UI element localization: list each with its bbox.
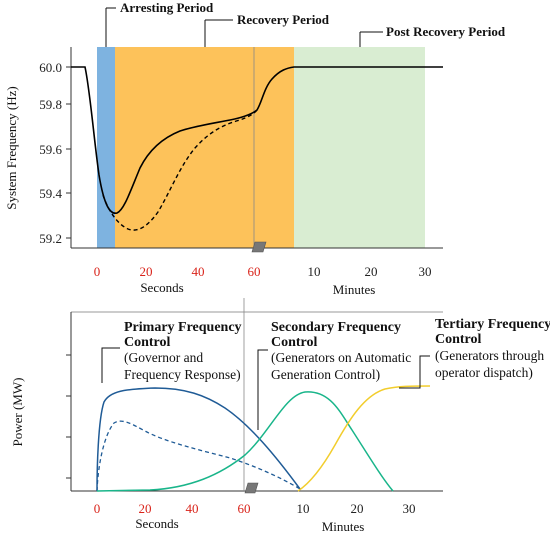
x-tick-seconds: 40 [186, 501, 199, 516]
y-axis-label: Power (MW) [10, 378, 25, 447]
secondary-control-curve [96, 391, 394, 492]
recovery-period-band [115, 47, 294, 248]
secondary-control-description: (Generators on Automatic [271, 350, 411, 365]
primary-control-title: Primary Frequency [124, 320, 242, 335]
y-tick-label: 59.8 [39, 97, 62, 112]
x-tick-seconds: 60 [238, 501, 251, 516]
y-tick-label: 60.0 [39, 60, 62, 75]
tertiary-control-title: Tertiary Frequency [435, 317, 550, 332]
secondary-control-title: Secondary Frequency [271, 320, 401, 335]
post-recovery-period-band [294, 47, 425, 248]
x-tick-seconds: 0 [94, 264, 101, 279]
y-axis-label: System Frequency (Hz) [4, 86, 19, 209]
x-tick-seconds: 60 [248, 264, 261, 279]
primary-control-description-line2: Frequency Response) [124, 367, 241, 382]
secondary-control-leader [257, 349, 268, 430]
secondary-control-description-line2: Generation Control) [271, 367, 380, 382]
x-tick-minutes: 30 [419, 264, 432, 279]
secondary-control-title-line2: Control [271, 335, 318, 350]
x-axis-label-minutes: Minutes [322, 519, 365, 534]
tertiary-control-description: (Generators through [435, 348, 544, 363]
x-tick-minutes: 10 [297, 501, 310, 516]
post-recovery-period-label: Post Recovery Period [386, 24, 506, 39]
x-tick-seconds: 40 [192, 264, 205, 279]
x-axis-label-seconds: Seconds [135, 516, 178, 531]
axis-break-marker [251, 241, 267, 253]
y-tick-label: 59.2 [39, 231, 62, 246]
x-axis-label-seconds: Seconds [140, 280, 183, 295]
primary-control-description: (Governor and [124, 350, 203, 365]
x-tick-seconds: 20 [140, 264, 153, 279]
x-tick-minutes: 10 [308, 264, 321, 279]
tertiary-control-curve [297, 385, 431, 492]
frequency-series-solid [71, 66, 443, 214]
frequency-chart: 60.0 59.8 59.6 59.4 59.2 System Frequenc… [4, 0, 506, 297]
x-axis-label-minutes: Minutes [333, 282, 376, 297]
tertiary-control-title-line2: Control [435, 332, 482, 347]
x-tick-minutes: 20 [351, 501, 364, 516]
x-tick-minutes: 30 [403, 501, 416, 516]
axis-break-marker [244, 482, 259, 494]
arresting-period-band [97, 47, 115, 248]
tertiary-control-description-line2: operator dispatch) [435, 365, 533, 380]
primary-control-title-line2: Control [124, 335, 171, 350]
arresting-period-label: Arresting Period [120, 0, 214, 15]
y-tick-label: 59.4 [39, 186, 62, 201]
x-tick-seconds: 0 [94, 501, 101, 516]
primary-control-leader [101, 347, 120, 383]
primary-control-curve [96, 387, 301, 492]
tertiary-control-leader [399, 355, 430, 389]
primary-control-dashed-curve [96, 420, 301, 492]
y-ticks: 60.0 59.8 59.6 59.4 59.2 [39, 60, 71, 246]
y-tick-label: 59.6 [39, 142, 62, 157]
recovery-period-label: Recovery Period [237, 12, 330, 27]
power-chart: Power (MW) 0 20 40 60 10 20 30 Seconds M… [10, 298, 550, 534]
x-tick-seconds: 20 [139, 501, 152, 516]
x-tick-minutes: 20 [365, 264, 378, 279]
